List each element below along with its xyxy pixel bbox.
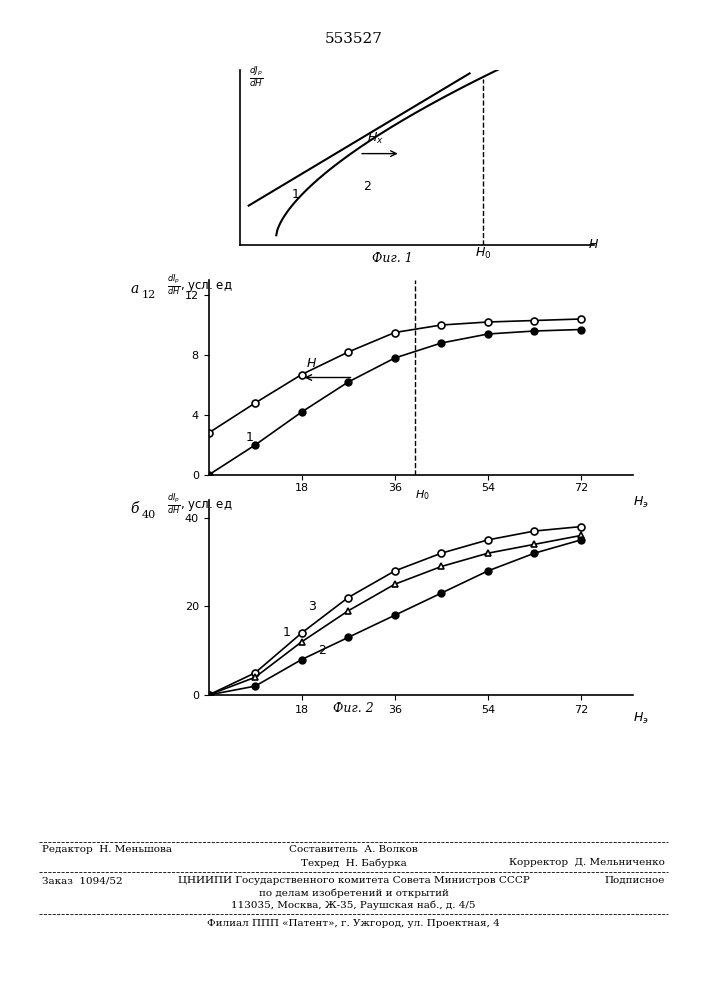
Text: Корректор  Д. Мельниченко: Корректор Д. Мельниченко — [509, 858, 665, 867]
Text: по делам изобретений и открытий: по делам изобретений и открытий — [259, 888, 448, 898]
Text: 2: 2 — [363, 180, 371, 193]
Text: $H_0$: $H_0$ — [475, 246, 491, 261]
Text: $\frac{dI_р}{dH}$, усл. ед: $\frac{dI_р}{dH}$, усл. ед — [167, 491, 233, 516]
Text: 553527: 553527 — [325, 32, 382, 46]
Text: $H_0$: $H_0$ — [416, 488, 431, 502]
Text: ЦНИИПИ Государственного комитета Совета Министров СССР: ЦНИИПИ Государственного комитета Совета … — [177, 876, 530, 885]
Text: $\frac{dJ_р}{dH}$: $\frac{dJ_р}{dH}$ — [249, 64, 263, 89]
Text: Составитель  А. Волков: Составитель А. Волков — [289, 845, 418, 854]
Text: б: б — [131, 502, 139, 516]
Text: 113035, Москва, Ж-35, Раушская наб., д. 4/5: 113035, Москва, Ж-35, Раушская наб., д. … — [231, 900, 476, 910]
Text: $H_э$: $H_э$ — [633, 494, 648, 510]
Text: Заказ  1094/52: Заказ 1094/52 — [42, 876, 123, 885]
Text: Редактор  Н. Меньшова: Редактор Н. Меньшова — [42, 845, 173, 854]
Text: $H$: $H$ — [588, 238, 600, 251]
Text: 40: 40 — [141, 510, 156, 520]
Text: $H$: $H$ — [307, 357, 317, 370]
Text: $H_э$: $H_э$ — [633, 711, 648, 726]
Text: а: а — [131, 282, 139, 296]
Text: Подписное: Подписное — [604, 876, 665, 885]
Text: $H_x$: $H_x$ — [368, 131, 384, 146]
Text: Фиг. 1: Фиг. 1 — [372, 252, 413, 265]
Text: 3: 3 — [308, 600, 316, 613]
Text: Фиг. 2: Фиг. 2 — [333, 702, 374, 715]
Text: 2: 2 — [318, 644, 327, 657]
Text: Техред  Н. Бабурка: Техред Н. Бабурка — [300, 858, 407, 867]
Text: 1: 1 — [292, 188, 300, 201]
Text: 1: 1 — [246, 431, 254, 444]
Text: 1: 1 — [282, 626, 290, 639]
Text: Филиал ППП «Патент», г. Ужгород, ул. Проектная, 4: Филиал ППП «Патент», г. Ужгород, ул. Про… — [207, 919, 500, 928]
Text: 12: 12 — [141, 290, 156, 300]
Text: $\frac{dI_р}{dH}$, усл. ед: $\frac{dI_р}{dH}$, усл. ед — [167, 272, 233, 297]
